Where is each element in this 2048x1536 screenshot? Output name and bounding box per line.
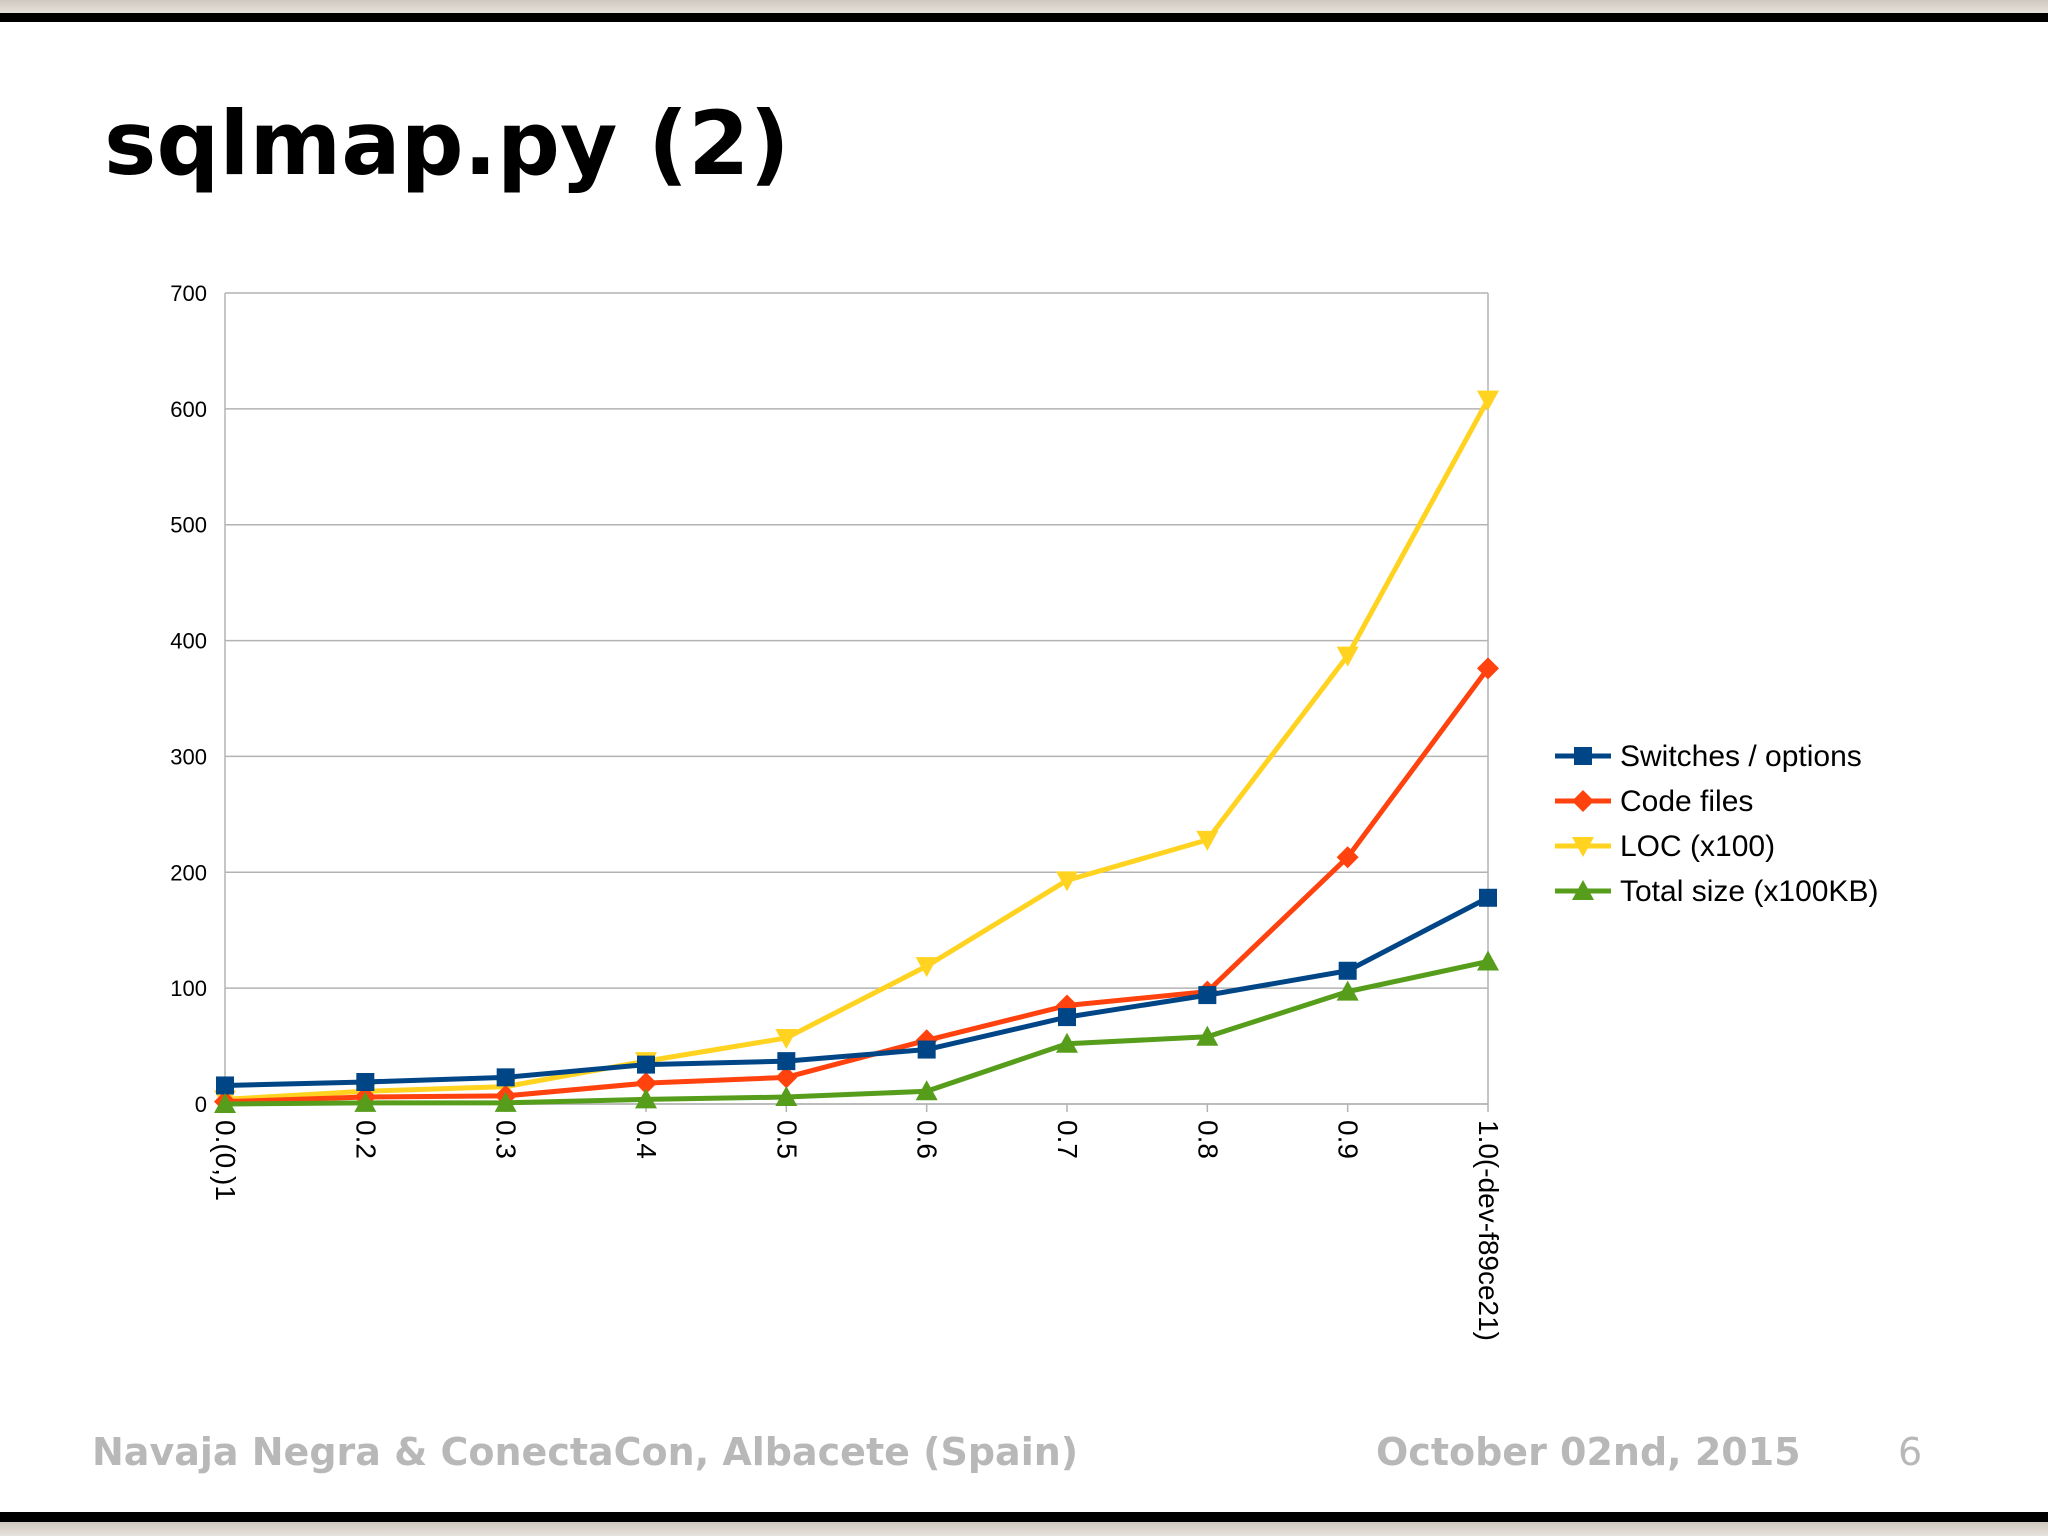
legend-label: Code files (1620, 785, 1753, 818)
x-tick-label: 0.4 (631, 1120, 662, 1159)
data-point (775, 1028, 798, 1049)
data-point (496, 1068, 515, 1087)
data-point (777, 1052, 796, 1071)
legend-item: LOC (x100) (1555, 830, 1775, 863)
legend-marker (1572, 790, 1594, 812)
footer-event: Navaja Negra & ConectaCon, Albacete (Spa… (92, 1430, 1079, 1474)
legend-marker (1574, 747, 1592, 765)
y-tick-label: 0 (195, 1092, 207, 1117)
series-line (224, 959, 1489, 1107)
data-point (775, 1086, 798, 1107)
data-point (1336, 980, 1359, 1001)
y-tick-label: 700 (170, 281, 207, 306)
data-point (637, 1055, 655, 1074)
y-tick-label: 100 (170, 976, 207, 1001)
x-tick-label: 0.(0,)1 (210, 1120, 241, 1201)
series-line (224, 666, 1491, 1105)
legend-marker (1572, 837, 1594, 857)
x-tick-label: 0.2 (350, 1120, 381, 1159)
data-point (354, 1091, 377, 1112)
data-point (1477, 950, 1499, 971)
data-point (915, 957, 938, 978)
data-point (216, 1076, 234, 1095)
y-tick-label: 500 (170, 513, 207, 538)
x-tick-label: 0.3 (491, 1120, 522, 1159)
data-point (1336, 646, 1359, 667)
data-point (1338, 961, 1357, 980)
data-point (917, 1040, 936, 1059)
chart-legend: Switches / options Code files LOC (x100) To… (1555, 740, 1878, 908)
data-point (635, 1088, 657, 1109)
data-point (635, 1072, 657, 1095)
x-tick-label: 0.9 (1333, 1120, 1364, 1159)
series-4 (214, 950, 1499, 1113)
data-point (915, 1080, 938, 1101)
legend-item: Switches / options (1555, 740, 1862, 773)
x-tick-label: 0.5 (771, 1120, 802, 1159)
series-line (224, 895, 1490, 1088)
x-tick-label: 0.6 (912, 1120, 943, 1159)
series-2 (214, 657, 1499, 1113)
legend-item: Code files (1555, 785, 1753, 818)
page-number: 6 (1898, 1430, 1923, 1474)
data-point (775, 1066, 798, 1089)
data-point (1477, 657, 1499, 680)
data-point (494, 1091, 517, 1112)
footer-date: October 02nd, 2015 (1376, 1430, 1801, 1474)
x-tick-label: 1.0(-dev-f89ce21) (1473, 1120, 1504, 1341)
top-border-bar (0, 0, 2048, 22)
x-tick-label: 0.8 (1192, 1120, 1223, 1159)
x-tick-label: 0.7 (1052, 1120, 1083, 1159)
series-1 (216, 888, 1497, 1095)
data-point (1477, 390, 1499, 411)
y-tick-label: 600 (170, 397, 207, 422)
data-point (356, 1072, 375, 1091)
y-tick-label: 200 (170, 860, 207, 885)
legend-marker (1572, 880, 1594, 900)
legend-item: Total size (x100KB) (1555, 875, 1878, 908)
data-point (1196, 830, 1219, 851)
data-point (1058, 1008, 1076, 1027)
data-point (1056, 1032, 1078, 1053)
chart-gridlines (225, 292, 1488, 1105)
slide-title: sqlmap.py (2) (104, 92, 790, 195)
data-point (214, 1093, 236, 1113)
legend-label: Total size (x100KB) (1620, 875, 1878, 908)
legend-label: Switches / options (1620, 740, 1862, 773)
y-tick-label: 300 (170, 744, 207, 769)
y-tick-label: 400 (170, 629, 207, 654)
data-point (1336, 846, 1359, 869)
bottom-border-bar (0, 1512, 2048, 1536)
legend-label: LOC (x100) (1620, 830, 1775, 863)
chart-axes: 0 100 200 300 400 500 600 700 0.(0,)1 0.2 0.3 0.4 0.… (170, 281, 1504, 1341)
data-point (1056, 871, 1078, 892)
series-line (224, 398, 1491, 1102)
data-point (1479, 888, 1497, 907)
data-point (1196, 1025, 1219, 1046)
chart-series (214, 390, 1499, 1113)
data-point (1198, 986, 1217, 1005)
